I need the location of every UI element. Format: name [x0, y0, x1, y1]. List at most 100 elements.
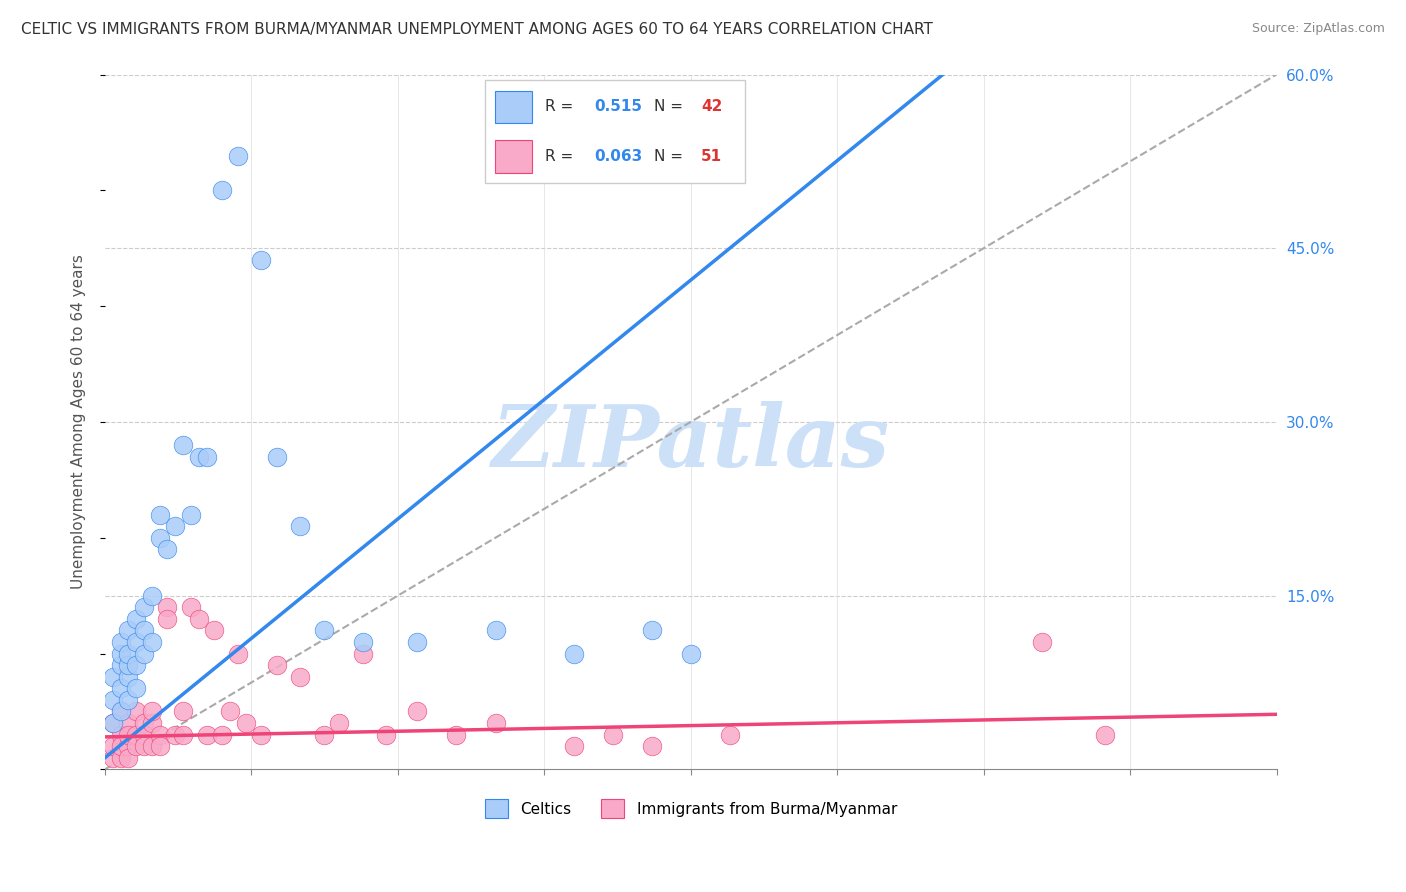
Point	[195, 728, 218, 742]
Point	[149, 739, 172, 753]
Point	[226, 148, 249, 162]
Point	[117, 693, 139, 707]
Point	[101, 693, 124, 707]
Point	[110, 635, 132, 649]
Legend: Celtics, Immigrants from Burma/Myanmar: Celtics, Immigrants from Burma/Myanmar	[478, 793, 903, 824]
Point	[484, 624, 506, 638]
Point	[125, 658, 148, 673]
Point	[117, 670, 139, 684]
Point	[180, 508, 202, 522]
Point	[235, 716, 257, 731]
Point	[141, 705, 163, 719]
Point	[180, 600, 202, 615]
Text: R =: R =	[546, 149, 578, 164]
Point	[290, 670, 312, 684]
Point	[187, 450, 209, 464]
Point	[125, 681, 148, 696]
Point	[187, 612, 209, 626]
Point	[250, 252, 273, 267]
Point	[101, 739, 124, 753]
Point	[132, 647, 155, 661]
Text: Source: ZipAtlas.com: Source: ZipAtlas.com	[1251, 22, 1385, 36]
Point	[117, 739, 139, 753]
Point	[132, 728, 155, 742]
FancyBboxPatch shape	[495, 91, 531, 123]
FancyBboxPatch shape	[485, 80, 745, 183]
Point	[141, 635, 163, 649]
Point	[101, 716, 124, 731]
Point	[101, 750, 124, 764]
Point	[226, 647, 249, 661]
Point	[101, 670, 124, 684]
Point	[375, 728, 398, 742]
Point	[132, 716, 155, 731]
Point	[219, 705, 242, 719]
Text: CELTIC VS IMMIGRANTS FROM BURMA/MYANMAR UNEMPLOYMENT AMONG AGES 60 TO 64 YEARS C: CELTIC VS IMMIGRANTS FROM BURMA/MYANMAR …	[21, 22, 934, 37]
Point	[1031, 635, 1053, 649]
Point	[312, 624, 335, 638]
Text: N =: N =	[654, 99, 688, 114]
Point	[125, 612, 148, 626]
Point	[110, 647, 132, 661]
Point	[266, 450, 288, 464]
Point	[125, 728, 148, 742]
Point	[195, 450, 218, 464]
Point	[250, 728, 273, 742]
Point	[149, 531, 172, 545]
Point	[562, 647, 585, 661]
Point	[117, 750, 139, 764]
Point	[266, 658, 288, 673]
Point	[165, 519, 187, 533]
Text: 42: 42	[702, 99, 723, 114]
Text: 0.063: 0.063	[595, 149, 643, 164]
Point	[156, 600, 179, 615]
Point	[172, 728, 194, 742]
FancyBboxPatch shape	[495, 140, 531, 173]
Point	[211, 728, 233, 742]
Point	[406, 635, 429, 649]
Text: ZIPatlas: ZIPatlas	[492, 401, 890, 484]
Point	[110, 705, 132, 719]
Point	[211, 183, 233, 197]
Point	[132, 624, 155, 638]
Point	[149, 508, 172, 522]
Point	[484, 716, 506, 731]
Point	[101, 716, 124, 731]
Point	[165, 728, 187, 742]
Point	[149, 728, 172, 742]
Point	[141, 589, 163, 603]
Point	[202, 624, 225, 638]
Point	[718, 728, 741, 742]
Point	[1094, 728, 1116, 742]
Text: N =: N =	[654, 149, 688, 164]
Text: R =: R =	[546, 99, 578, 114]
Point	[125, 635, 148, 649]
Point	[406, 705, 429, 719]
Point	[110, 658, 132, 673]
Point	[117, 647, 139, 661]
Point	[110, 728, 132, 742]
Y-axis label: Unemployment Among Ages 60 to 64 years: Unemployment Among Ages 60 to 64 years	[72, 254, 86, 590]
Point	[110, 739, 132, 753]
Point	[172, 705, 194, 719]
Point	[172, 438, 194, 452]
Point	[117, 716, 139, 731]
Point	[352, 647, 374, 661]
Point	[156, 612, 179, 626]
Point	[125, 705, 148, 719]
Point	[141, 716, 163, 731]
Point	[641, 624, 664, 638]
Point	[679, 647, 702, 661]
Point	[156, 542, 179, 557]
Point	[110, 750, 132, 764]
Point	[328, 716, 350, 731]
Point	[117, 624, 139, 638]
Point	[290, 519, 312, 533]
Point	[132, 739, 155, 753]
Text: 0.515: 0.515	[595, 99, 643, 114]
Point	[110, 681, 132, 696]
Point	[117, 658, 139, 673]
Point	[641, 739, 664, 753]
Point	[110, 705, 132, 719]
Point	[117, 728, 139, 742]
